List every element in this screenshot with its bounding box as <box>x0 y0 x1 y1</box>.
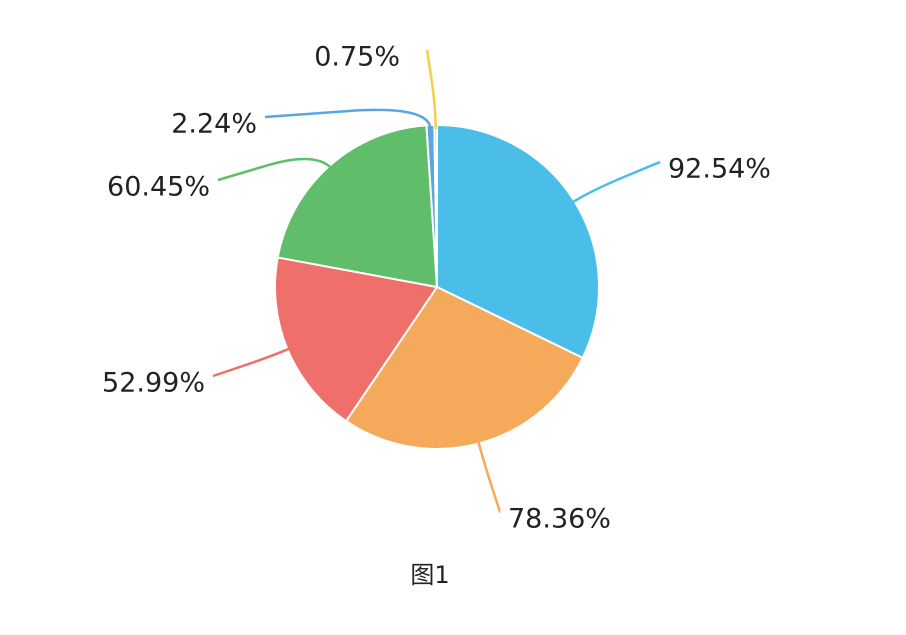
data-label: 0.75% <box>314 42 400 73</box>
leader-line <box>425 49 437 130</box>
leader-line <box>476 439 502 513</box>
data-label: 2.24% <box>171 109 257 140</box>
leader-line <box>570 160 661 205</box>
data-label: 60.45% <box>107 172 210 203</box>
pie-slice <box>276 124 439 289</box>
data-label: 52.99% <box>102 368 205 399</box>
data-label: 92.54% <box>668 154 771 185</box>
leader-line <box>264 108 432 130</box>
leader-line <box>217 157 334 182</box>
chart-title: 图1 <box>410 561 449 589</box>
data-label: 78.36% <box>508 504 611 535</box>
leader-line <box>212 346 292 378</box>
